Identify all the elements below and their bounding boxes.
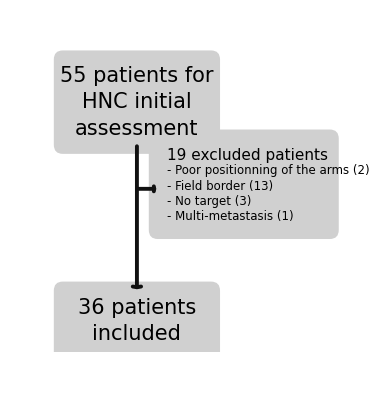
Text: - Multi-metastasis (1): - Multi-metastasis (1) <box>167 210 293 223</box>
Text: - No target (3): - No target (3) <box>167 195 251 208</box>
FancyBboxPatch shape <box>149 130 339 239</box>
Text: 19 excluded patients: 19 excluded patients <box>167 148 327 163</box>
FancyBboxPatch shape <box>54 51 220 154</box>
Text: - Poor positionning of the arms (2): - Poor positionning of the arms (2) <box>167 164 369 177</box>
Text: - Field border (13): - Field border (13) <box>167 180 273 193</box>
Text: 36 patients
included: 36 patients included <box>78 298 196 344</box>
Text: 55 patients for
HNC initial
assessment: 55 patients for HNC initial assessment <box>60 66 214 139</box>
FancyBboxPatch shape <box>54 282 220 361</box>
